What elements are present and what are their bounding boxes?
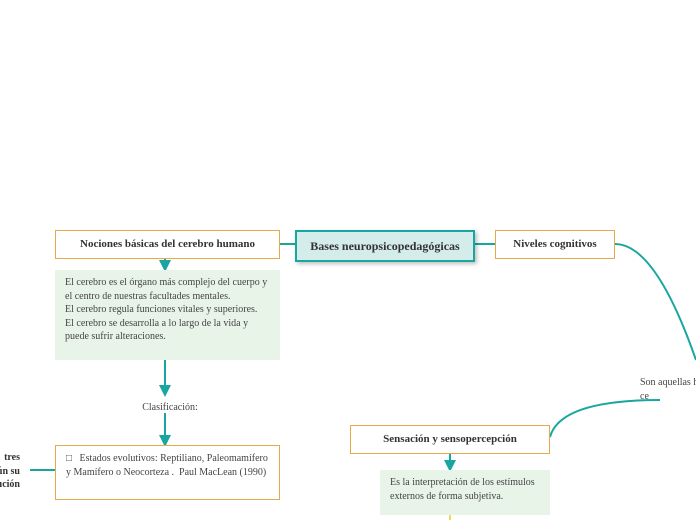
node-rightCut: Son aquellas h ce	[630, 370, 696, 409]
node-sensacion: Sensación y sensopercepción	[350, 425, 550, 454]
node-brainDesc: El cerebro es el órgano más complejo del…	[55, 270, 280, 360]
node-clasif: Clasificación:	[130, 395, 210, 421]
node-estados: □ Estados evolutivos: Reptiliano, Paleom…	[55, 445, 280, 500]
connector	[615, 244, 696, 360]
node-interp: Es la interpretación de los estímulos ex…	[380, 470, 550, 515]
node-leftCut: tres ún su olución	[0, 445, 30, 498]
node-center: Bases neuropsicopedagógicas	[295, 230, 475, 262]
node-rightTitle: Niveles cognitivos	[495, 230, 615, 259]
node-leftTitle: Nociones básicas del cerebro humano	[55, 230, 280, 259]
